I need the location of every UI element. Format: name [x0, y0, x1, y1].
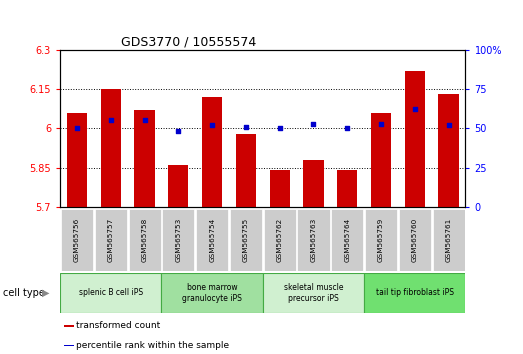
Bar — [331, 209, 363, 271]
Bar — [264, 209, 296, 271]
Point — [445, 122, 453, 128]
Bar — [95, 209, 127, 271]
Text: GSM565761: GSM565761 — [446, 218, 451, 262]
Point — [377, 121, 385, 126]
Text: GSM565758: GSM565758 — [142, 218, 147, 262]
Bar — [364, 273, 465, 313]
Text: transformed count: transformed count — [75, 321, 160, 331]
Point — [242, 124, 250, 130]
Text: cell type: cell type — [3, 288, 44, 298]
Bar — [438, 94, 459, 207]
Bar — [263, 273, 364, 313]
Text: tail tip fibroblast iPS: tail tip fibroblast iPS — [376, 289, 454, 297]
Point — [174, 129, 183, 134]
Bar — [337, 170, 357, 207]
Text: ▶: ▶ — [42, 288, 50, 298]
Bar — [196, 209, 228, 271]
Bar — [303, 160, 324, 207]
Text: bone marrow
granulocyte iPS: bone marrow granulocyte iPS — [182, 283, 242, 303]
Text: GSM565762: GSM565762 — [277, 218, 283, 262]
Bar — [433, 209, 464, 271]
Bar — [230, 209, 262, 271]
Bar — [134, 110, 155, 207]
Text: GSM565756: GSM565756 — [74, 218, 80, 262]
Bar — [61, 209, 93, 271]
Bar — [168, 165, 188, 207]
Point — [309, 121, 317, 126]
Bar — [67, 113, 87, 207]
Bar — [399, 209, 431, 271]
Bar — [60, 273, 162, 313]
Point — [73, 125, 81, 131]
Point — [343, 125, 351, 131]
Bar — [405, 70, 425, 207]
Text: GDS3770 / 10555574: GDS3770 / 10555574 — [121, 35, 256, 48]
Text: GSM565755: GSM565755 — [243, 218, 249, 262]
Bar — [371, 113, 391, 207]
Bar — [100, 89, 121, 207]
Bar — [202, 97, 222, 207]
Bar — [129, 209, 161, 271]
Text: GSM565763: GSM565763 — [311, 218, 316, 262]
Bar — [298, 209, 329, 271]
Bar — [162, 273, 263, 313]
Point — [140, 118, 149, 123]
Bar — [365, 209, 397, 271]
Text: GSM565754: GSM565754 — [209, 218, 215, 262]
Text: splenic B cell iPS: splenic B cell iPS — [79, 289, 143, 297]
Bar — [64, 345, 74, 346]
Text: GSM565757: GSM565757 — [108, 218, 114, 262]
Bar — [64, 325, 74, 327]
Point — [107, 118, 115, 123]
Point — [411, 107, 419, 112]
Text: skeletal muscle
precursor iPS: skeletal muscle precursor iPS — [283, 283, 343, 303]
Text: GSM565760: GSM565760 — [412, 218, 418, 262]
Point — [276, 125, 284, 131]
Text: GSM565764: GSM565764 — [344, 218, 350, 262]
Bar — [236, 133, 256, 207]
Bar — [162, 209, 195, 271]
Text: percentile rank within the sample: percentile rank within the sample — [75, 341, 229, 350]
Text: GSM565753: GSM565753 — [175, 218, 181, 262]
Bar — [269, 170, 290, 207]
Point — [208, 122, 217, 128]
Text: GSM565759: GSM565759 — [378, 218, 384, 262]
